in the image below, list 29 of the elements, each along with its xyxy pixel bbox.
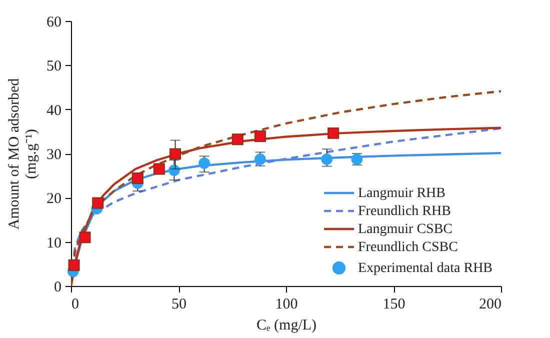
x-tick-label: 200: [479, 296, 502, 312]
point: [170, 148, 182, 160]
y-tick-label: 0: [54, 280, 62, 296]
y-tick-label: 10: [46, 235, 62, 252]
point: [232, 134, 244, 146]
point: [92, 197, 104, 209]
legend-label: Langmuir CSBC: [358, 222, 453, 237]
x-tick-label: 50: [172, 296, 186, 312]
point: [254, 130, 266, 142]
point: [68, 260, 80, 271]
point: [153, 163, 165, 175]
x-tick-label: 100: [275, 296, 298, 312]
legend-label: Freundlich RHB: [358, 204, 451, 219]
legend-label: Experimental data RHB: [358, 261, 493, 276]
y-tick-label: 50: [46, 58, 62, 75]
point: [198, 158, 210, 169]
legend-label: Freundlich CSBC: [358, 240, 458, 255]
x-tick-label: 0: [72, 296, 79, 312]
y-tick-label: 60: [46, 14, 62, 30]
y-tick-label: 30: [46, 147, 62, 163]
point: [328, 127, 340, 139]
y-tick-label: 40: [46, 102, 62, 119]
x-tick-label: 150: [382, 296, 406, 312]
point: [132, 172, 144, 184]
y-tick-label: 20: [46, 191, 62, 208]
x-axis-title: Cₑ (mg/L): [256, 318, 317, 334]
y-axis-title: Amount of MO adsorbed (mg.g⁻¹): [6, 78, 40, 230]
point: [321, 154, 333, 165]
legend-label: Langmuir RHB: [358, 186, 446, 201]
